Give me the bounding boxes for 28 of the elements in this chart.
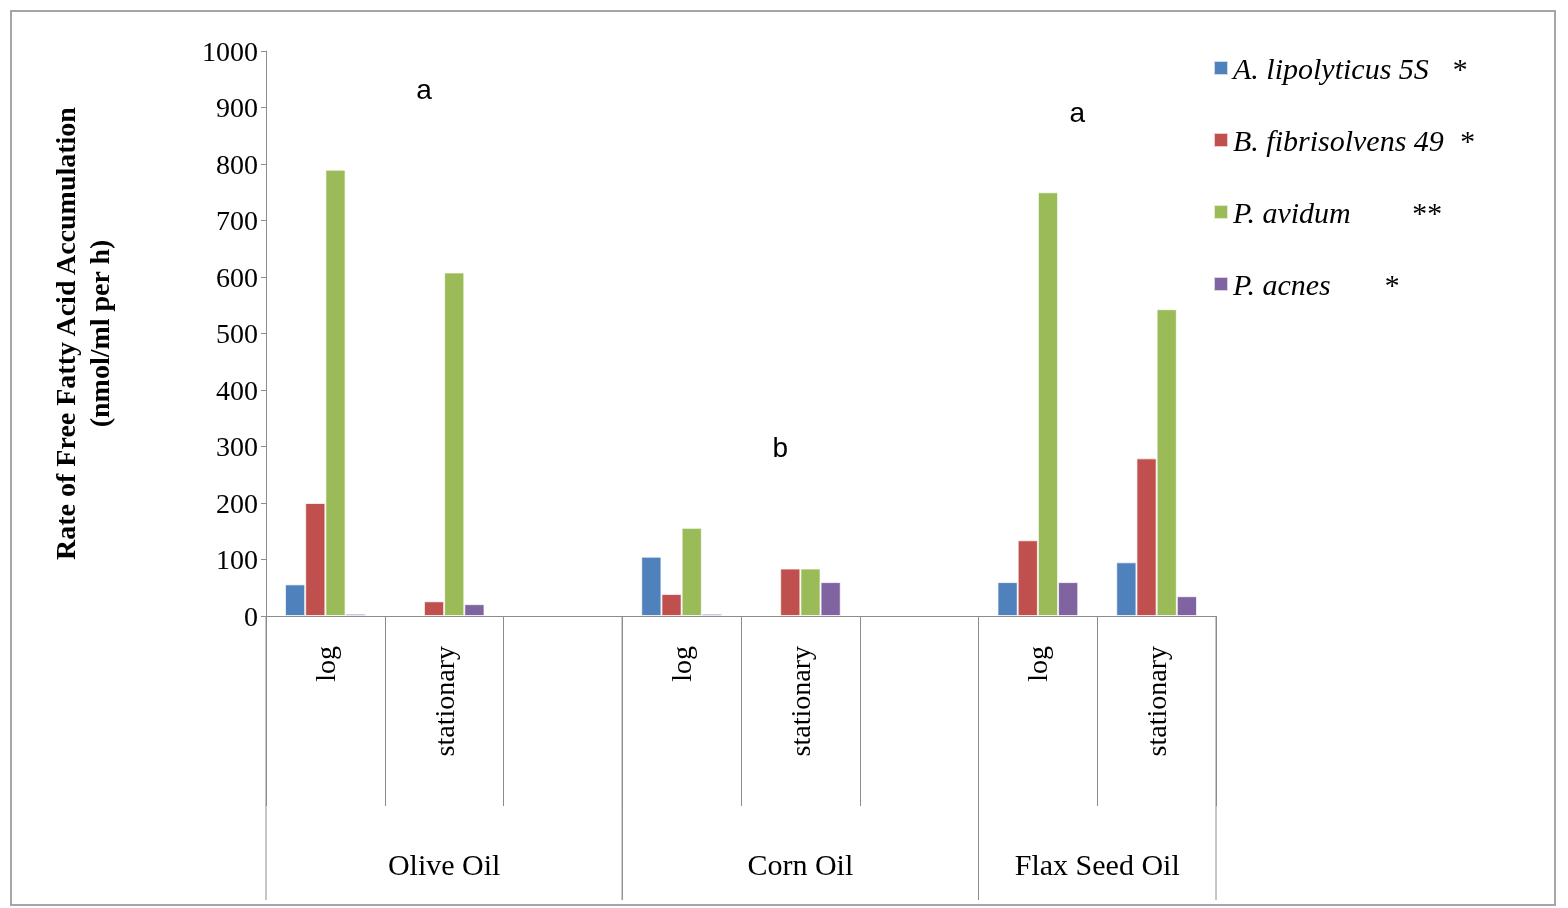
- y-tick-label: 600: [216, 261, 258, 293]
- annotation: b: [772, 432, 789, 464]
- annotation: a: [1069, 96, 1086, 128]
- text: Flax Seed Oil: [1014, 847, 1180, 881]
- y-tick-label: 200: [216, 487, 258, 519]
- x-tick-label: log: [1022, 646, 1054, 682]
- legend-label: P. avidum **: [1232, 195, 1441, 229]
- x-tick-label: log: [309, 646, 341, 682]
- y-tick-label: 700: [216, 205, 258, 236]
- x-tick-label: stationary: [784, 646, 816, 757]
- legend-label: P. acnes *: [1232, 267, 1399, 301]
- y-tick-label: 800: [216, 148, 258, 180]
- y-tick-label: 0: [244, 600, 258, 632]
- y-axis-title: Rate of Free Fatty Acid Accumulation (nmol/ml per h): [49, 106, 115, 560]
- legend-label: A. lipolyticus 5S *: [1231, 51, 1467, 85]
- annotation: a: [416, 74, 433, 106]
- y-tick-label: 1000: [202, 35, 258, 67]
- y-tick-label: 500: [216, 318, 258, 349]
- y-tick-label: 300: [216, 431, 258, 462]
- text: Olive Oil: [387, 847, 501, 881]
- x-tick-label: stationary: [428, 646, 460, 757]
- y-tick-label: 100: [216, 544, 258, 575]
- text: Corn Oil: [747, 847, 854, 881]
- x-tick-label: stationary: [1141, 646, 1173, 757]
- x-tick-label: log: [666, 646, 698, 682]
- y-tick-label: 400: [216, 374, 258, 406]
- legend-label: B. fibrisolvens 49 *: [1233, 123, 1474, 157]
- y-tick-label: 900: [216, 92, 258, 123]
